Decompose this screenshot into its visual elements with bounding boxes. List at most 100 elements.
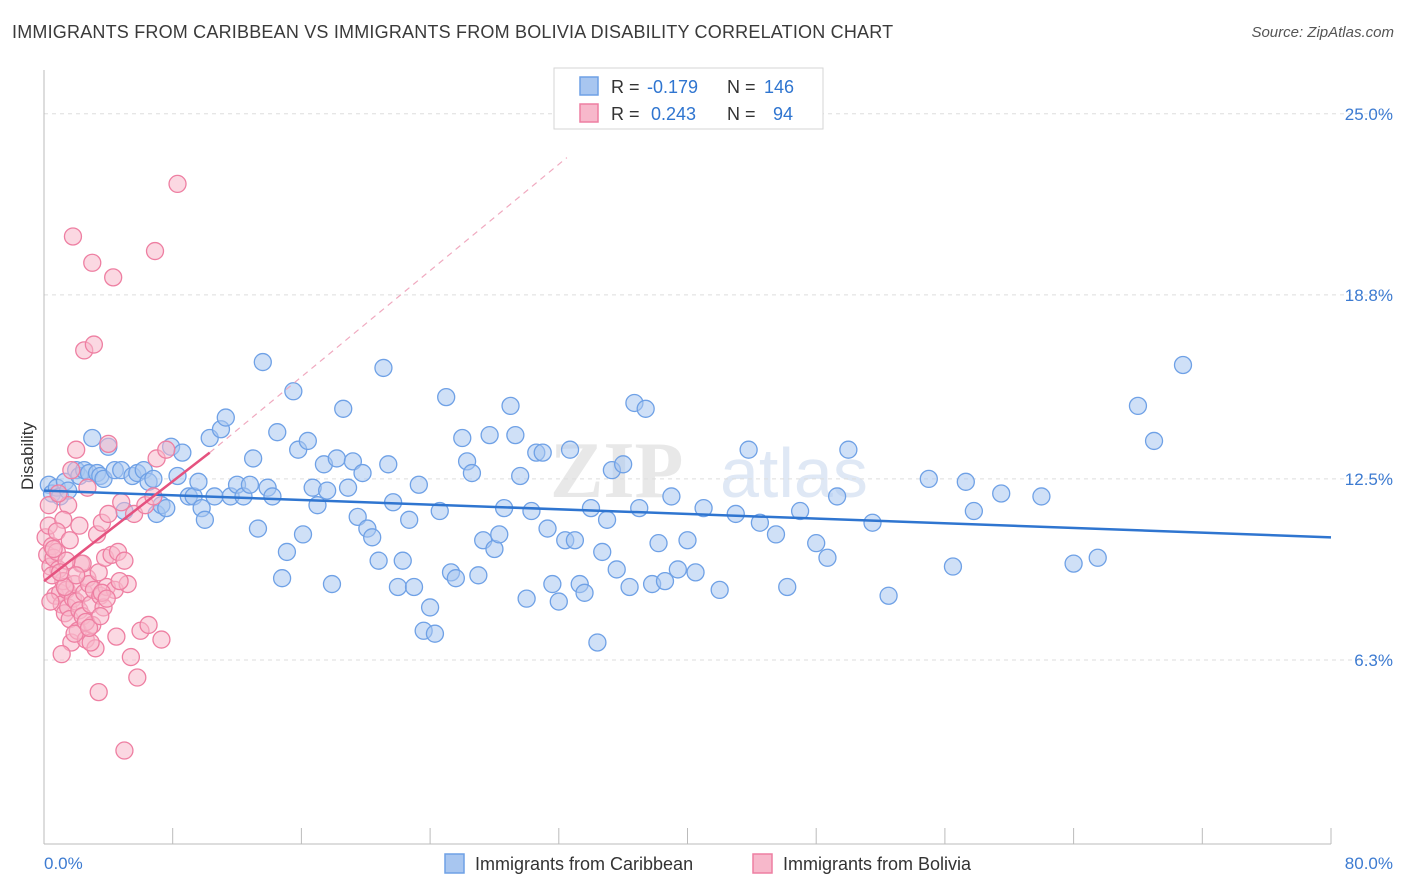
point-caribbean-146 bbox=[1088, 548, 1107, 567]
point-caribbean-61 bbox=[338, 478, 358, 497]
point-caribbean-28 bbox=[173, 443, 192, 462]
point-bolivia-84 bbox=[97, 589, 116, 608]
point-caribbean-138 bbox=[879, 586, 898, 605]
point-bolivia-56 bbox=[168, 174, 187, 194]
point-caribbean-101 bbox=[549, 592, 568, 611]
point-caribbean-75 bbox=[409, 475, 428, 494]
y-tick-label-0: 25.0% bbox=[1345, 105, 1393, 124]
legend-r-value-bolivia: 0.243 bbox=[651, 104, 696, 124]
point-caribbean-57 bbox=[317, 481, 337, 500]
point-caribbean-48 bbox=[272, 569, 292, 588]
point-caribbean-128 bbox=[739, 440, 758, 459]
legend-n-value-caribbean: 146 bbox=[764, 77, 794, 97]
point-bolivia-75 bbox=[115, 741, 134, 760]
point-caribbean-49 bbox=[277, 542, 297, 562]
point-bolivia-81 bbox=[49, 484, 68, 503]
point-caribbean-88 bbox=[480, 425, 499, 445]
point-caribbean-31 bbox=[189, 472, 208, 491]
point-caribbean-41 bbox=[240, 475, 260, 494]
point-caribbean-25 bbox=[157, 498, 176, 518]
point-bolivia-58 bbox=[83, 253, 102, 272]
data-points bbox=[36, 174, 1193, 760]
point-caribbean-109 bbox=[593, 542, 612, 562]
point-caribbean-140 bbox=[943, 557, 963, 576]
point-bolivia-80 bbox=[39, 496, 58, 515]
point-caribbean-52 bbox=[293, 525, 313, 544]
point-bolivia-93 bbox=[41, 592, 60, 611]
axes bbox=[43, 70, 1332, 845]
point-caribbean-100 bbox=[543, 574, 562, 594]
point-caribbean-122 bbox=[668, 560, 687, 579]
point-caribbean-96 bbox=[522, 501, 541, 521]
legend-bottom: Immigrants from Caribbean Immigrants fro… bbox=[444, 853, 972, 874]
point-caribbean-74 bbox=[404, 577, 424, 597]
point-bolivia-57 bbox=[63, 227, 83, 246]
point-caribbean-79 bbox=[430, 501, 449, 521]
point-bolivia-83 bbox=[70, 516, 89, 535]
point-caribbean-106 bbox=[575, 583, 594, 602]
point-caribbean-141 bbox=[956, 472, 975, 491]
legend-n-value-bolivia: 94 bbox=[773, 104, 793, 124]
point-bolivia-74 bbox=[89, 682, 108, 702]
trend-line-caribbean bbox=[43, 489, 1332, 539]
y-tick-label-3: 6.3% bbox=[1354, 651, 1393, 670]
point-caribbean-50 bbox=[284, 382, 303, 401]
point-caribbean-131 bbox=[778, 577, 797, 597]
legend-bottom-swatch-bolivia bbox=[752, 853, 773, 874]
point-caribbean-127 bbox=[726, 504, 745, 524]
point-caribbean-123 bbox=[678, 531, 697, 550]
point-caribbean-139 bbox=[919, 469, 938, 489]
point-caribbean-47 bbox=[268, 423, 287, 442]
point-caribbean-53 bbox=[298, 431, 317, 451]
legend-swatch-caribbean bbox=[579, 76, 599, 96]
legend-bottom-swatch-caribbean bbox=[444, 853, 465, 874]
point-caribbean-121 bbox=[662, 487, 681, 506]
point-caribbean-78 bbox=[425, 624, 445, 643]
point-caribbean-43 bbox=[248, 519, 268, 538]
point-caribbean-94 bbox=[511, 466, 530, 486]
point-caribbean-82 bbox=[446, 569, 465, 588]
point-caribbean-125 bbox=[694, 498, 713, 518]
x-tick-label-max: 80.0% bbox=[1345, 854, 1393, 873]
point-caribbean-60 bbox=[334, 399, 353, 418]
point-caribbean-98 bbox=[533, 443, 552, 462]
point-bolivia-51 bbox=[139, 615, 158, 635]
point-caribbean-142 bbox=[964, 501, 984, 521]
point-caribbean-143 bbox=[992, 484, 1011, 503]
point-bolivia-68 bbox=[47, 522, 67, 541]
point-caribbean-62 bbox=[343, 452, 363, 471]
point-bolivia-60 bbox=[145, 241, 165, 261]
source-label: Source: ZipAtlas.com bbox=[1251, 24, 1394, 41]
point-caribbean-44 bbox=[253, 352, 272, 372]
point-caribbean-104 bbox=[565, 531, 585, 550]
legend-r-value-caribbean: -0.179 bbox=[647, 77, 698, 97]
point-caribbean-107 bbox=[581, 498, 601, 518]
point-caribbean-58 bbox=[322, 574, 342, 594]
point-bolivia-76 bbox=[52, 645, 71, 664]
y-axis-label: Disability bbox=[18, 421, 37, 490]
y-tick-label-1: 18.8% bbox=[1345, 286, 1393, 305]
point-caribbean-113 bbox=[614, 455, 633, 474]
point-caribbean-135 bbox=[827, 487, 847, 506]
point-caribbean-145 bbox=[1064, 554, 1083, 573]
point-caribbean-112 bbox=[607, 560, 626, 579]
trend-lines bbox=[43, 157, 1332, 583]
point-caribbean-130 bbox=[766, 525, 786, 544]
point-caribbean-66 bbox=[363, 528, 382, 547]
point-caribbean-120 bbox=[655, 571, 675, 591]
point-bolivia-59 bbox=[104, 268, 123, 287]
point-bolivia-64 bbox=[99, 434, 118, 454]
chart-title: IMMIGRANTS FROM CARIBBEAN VS IMMIGRANTS … bbox=[12, 22, 894, 42]
point-caribbean-110 bbox=[597, 510, 617, 529]
gridlines bbox=[44, 113, 1392, 661]
point-caribbean-99 bbox=[538, 519, 557, 538]
legend-n-label-bolivia: N = bbox=[727, 104, 756, 124]
legend-r-label-caribbean: R = bbox=[611, 77, 640, 97]
legend-n-label-caribbean: N = bbox=[727, 77, 756, 97]
point-caribbean-92 bbox=[501, 396, 520, 416]
point-caribbean-22 bbox=[144, 469, 163, 489]
point-caribbean-80 bbox=[437, 387, 456, 407]
point-caribbean-119 bbox=[649, 534, 668, 553]
point-caribbean-134 bbox=[818, 548, 837, 567]
